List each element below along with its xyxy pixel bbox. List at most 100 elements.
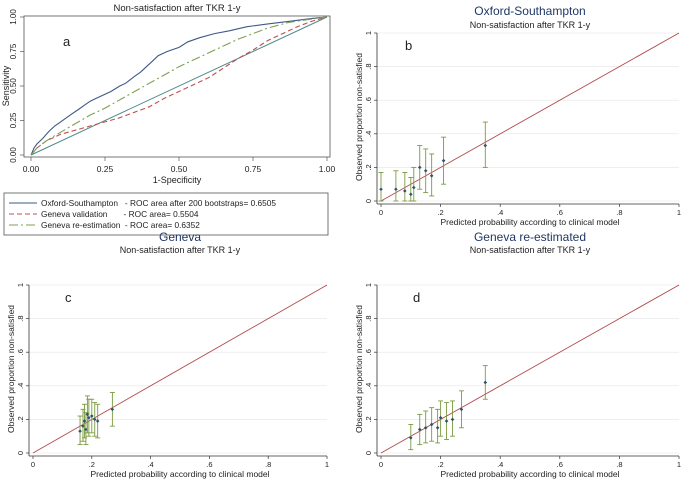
x-tick-label: 0 <box>379 208 383 217</box>
data-point-marker <box>81 424 85 428</box>
data-point-marker <box>438 415 443 420</box>
y-tick-label: 1 <box>16 283 25 287</box>
data-point-marker <box>423 168 428 173</box>
calibration-point <box>482 121 488 168</box>
data-point-marker <box>429 174 434 178</box>
calibration-point <box>86 398 92 437</box>
calibration-point <box>423 148 429 194</box>
x-tick-label: .8 <box>265 460 271 469</box>
x-tick-label: 0.00 <box>23 164 40 174</box>
x-tick-label: .2 <box>89 460 95 469</box>
calibration-point <box>423 410 429 444</box>
x-tick-label: 0.50 <box>171 164 188 174</box>
legend-entry-2: Geneva re-estimation - ROC area= 0.6352 <box>41 220 200 230</box>
calibration-point <box>482 365 488 400</box>
data-point-marker <box>409 192 413 197</box>
panel-b: Oxford-Southampton Non-satisfaction after… <box>354 4 681 227</box>
calibration-point <box>429 153 435 197</box>
data-point-marker <box>417 427 422 432</box>
y-tick-label: .6 <box>364 349 373 355</box>
x-tick-label: .2 <box>437 460 443 469</box>
calibration-point <box>92 402 98 437</box>
roc-series-0 <box>30 16 328 156</box>
x-tick-label: 1.00 <box>319 164 336 174</box>
y-tick-label: .8 <box>364 315 373 321</box>
y-tick-label: .8 <box>16 315 25 321</box>
y-tick-label: .8 <box>364 63 373 69</box>
data-point-marker <box>78 429 82 433</box>
calibration-point <box>458 390 464 429</box>
x-tick-label: .6 <box>206 460 212 469</box>
calibration-point <box>378 171 384 202</box>
calibration-point <box>408 177 414 202</box>
x-tick-label: 0 <box>31 460 35 469</box>
legend-entry-0: Oxford-Southampton - ROC area after 200 … <box>41 198 276 208</box>
reference-line <box>32 284 328 454</box>
data-point-marker <box>459 407 464 412</box>
y-tick-label: .2 <box>364 416 373 422</box>
data-point-marker <box>409 436 413 440</box>
x-axis-label: Predicted probability according to clini… <box>90 469 269 479</box>
chart-subtitle: Non-satisfaction after TKR 1-y <box>470 20 591 30</box>
chart-title: Non-satisfaction after TKR 1-y <box>113 3 240 14</box>
reference-line <box>380 32 680 202</box>
chart-subtitle: Non-satisfaction after TKR 1-y <box>470 245 591 255</box>
y-tick-label: 1.00 <box>9 9 18 25</box>
calibration-point <box>441 136 447 185</box>
data-point-marker <box>441 158 446 163</box>
y-tick-label: .2 <box>364 164 373 170</box>
y-tick-label: .6 <box>364 97 373 103</box>
calibration-point <box>450 400 456 437</box>
legend: Oxford-Southampton - ROC area after 200 … <box>3 192 329 236</box>
panel-label: b <box>405 38 412 53</box>
calibration-point <box>411 166 417 202</box>
data-point-marker <box>435 426 440 430</box>
y-axis-label: Observed proportion non-satisfied <box>6 305 16 433</box>
y-tick-label: 0 <box>16 451 25 455</box>
x-tick-label: 0.75 <box>245 164 262 174</box>
panel-label: c <box>65 290 72 305</box>
data-point-marker <box>90 414 94 418</box>
calibration-point <box>429 407 435 442</box>
data-point-marker <box>483 143 488 148</box>
x-tick-label: 1 <box>677 208 681 217</box>
x-tick-label: .8 <box>616 208 622 217</box>
data-point-marker <box>92 417 97 422</box>
data-point-marker <box>85 412 90 417</box>
data-point-marker <box>379 187 383 192</box>
x-tick-label: 0 <box>379 460 383 469</box>
x-tick-label: .2 <box>437 208 443 217</box>
calibration-point <box>417 145 423 190</box>
data-point-marker <box>411 185 416 190</box>
panel-a: Non-satisfaction after TKR 1-y a 1-Specifi… <box>1 3 336 236</box>
x-tick-label: .6 <box>557 460 563 469</box>
data-point-marker <box>403 189 407 193</box>
chart-title: Geneva <box>159 230 201 244</box>
data-point-marker <box>417 165 422 170</box>
legend-entry-1: Geneva validation - ROC area= 0.5504 <box>41 209 199 219</box>
y-tick-label: 1 <box>364 31 373 35</box>
data-point-marker <box>95 419 100 423</box>
data-point-marker <box>110 407 115 412</box>
calibration-point <box>435 408 441 444</box>
y-axis-label: Sensitivity <box>1 65 11 106</box>
calibration-point <box>408 423 414 451</box>
y-tick-label: 0.50 <box>9 78 18 94</box>
data-point-marker <box>82 419 87 423</box>
calibration-point <box>393 170 399 202</box>
legend-box <box>3 192 329 236</box>
calibration-point <box>77 415 83 446</box>
data-point-marker <box>394 187 398 192</box>
calibration-point <box>95 403 101 439</box>
data-point-marker <box>429 422 434 427</box>
y-tick-label: 0.00 <box>9 147 18 163</box>
x-tick-label: .4 <box>147 460 153 469</box>
data-point-marker <box>483 380 488 385</box>
y-tick-label: 0.75 <box>9 43 18 59</box>
calibration-point <box>89 398 95 434</box>
calibration-point <box>417 413 423 446</box>
chart-title: Geneva re-estimated <box>474 230 586 244</box>
